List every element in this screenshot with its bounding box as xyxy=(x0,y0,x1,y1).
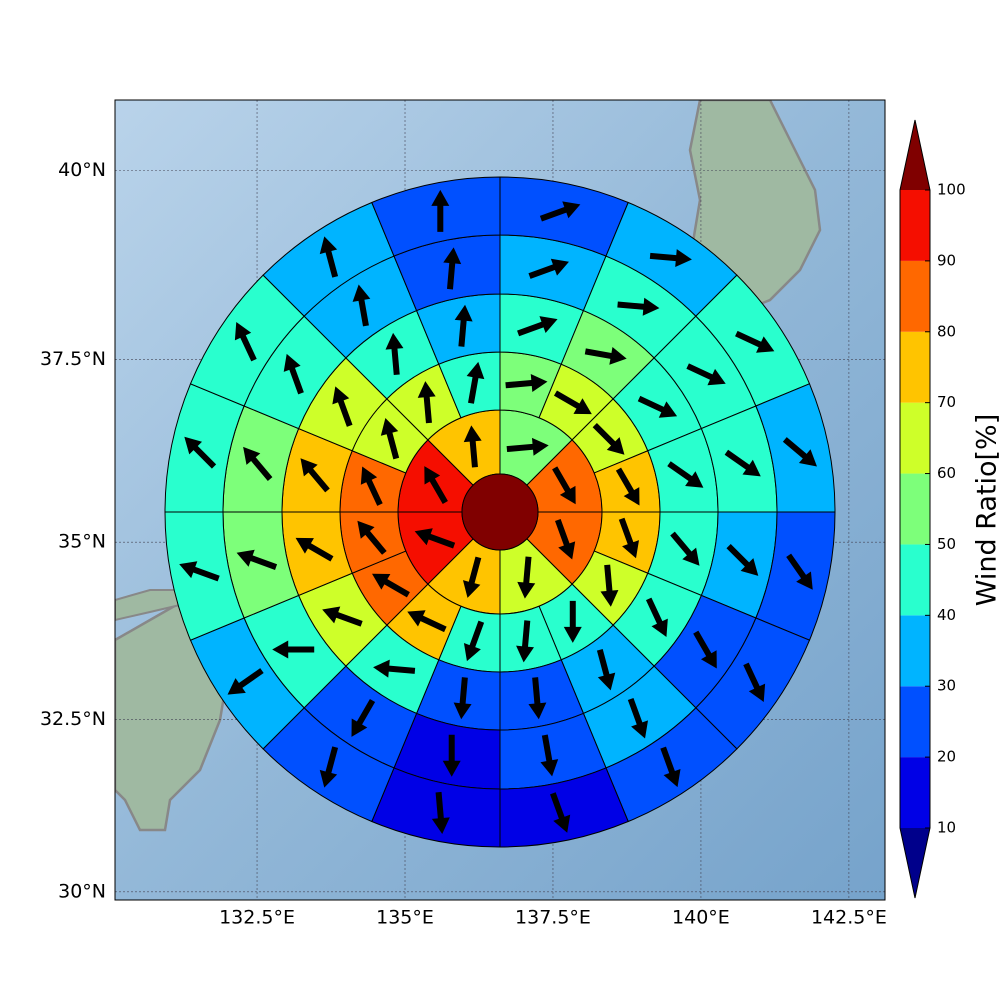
x-tick-label: 137.5°E xyxy=(515,907,591,929)
x-tick-label: 140°E xyxy=(672,907,730,929)
colorbar-bin xyxy=(900,403,930,474)
x-tick-label: 132.5°E xyxy=(219,907,295,929)
x-tick-label: 142.5°E xyxy=(811,907,887,929)
colorbar-label: Wind Ratio[%] xyxy=(972,414,1000,606)
y-tick-label: 40°N xyxy=(58,159,106,181)
center-cell xyxy=(462,474,538,550)
colorbar-bin xyxy=(900,261,930,332)
colorbar-bin xyxy=(900,686,930,757)
y-tick-label: 32.5°N xyxy=(40,708,106,730)
colorbar-tick-label: 50 xyxy=(937,535,956,553)
y-tick-label: 37.5°N xyxy=(40,348,106,370)
colorbar-tick-label: 60 xyxy=(937,464,956,482)
colorbar-tick-label: 20 xyxy=(937,748,956,766)
colorbar-extend-max xyxy=(900,120,930,190)
colorbar-bin xyxy=(900,190,930,261)
wind-cells xyxy=(165,177,835,847)
colorbar-tick-label: 10 xyxy=(937,819,956,837)
y-tick-label: 35°N xyxy=(58,531,106,553)
colorbar-bin xyxy=(900,615,930,686)
colorbar-tick-label: 30 xyxy=(937,677,956,695)
colorbar-tick-label: 40 xyxy=(937,606,956,624)
colorbar-tick-label: 80 xyxy=(937,322,956,340)
colorbar-extend-min xyxy=(900,828,930,898)
x-tick-label: 135°E xyxy=(376,907,434,929)
colorbar-bin xyxy=(900,757,930,828)
colorbar-bin xyxy=(900,332,930,403)
colorbar-tick-label: 100 xyxy=(937,181,966,199)
colorbar-tick-label: 90 xyxy=(937,251,956,269)
colorbar-tick-label: 70 xyxy=(937,393,956,411)
colorbar-bin xyxy=(900,544,930,615)
y-tick-label: 30°N xyxy=(58,880,106,902)
colorbar: 10 20 30 40 50 60 70 80 90 100 xyxy=(900,120,966,898)
colorbar-bin xyxy=(900,474,930,545)
